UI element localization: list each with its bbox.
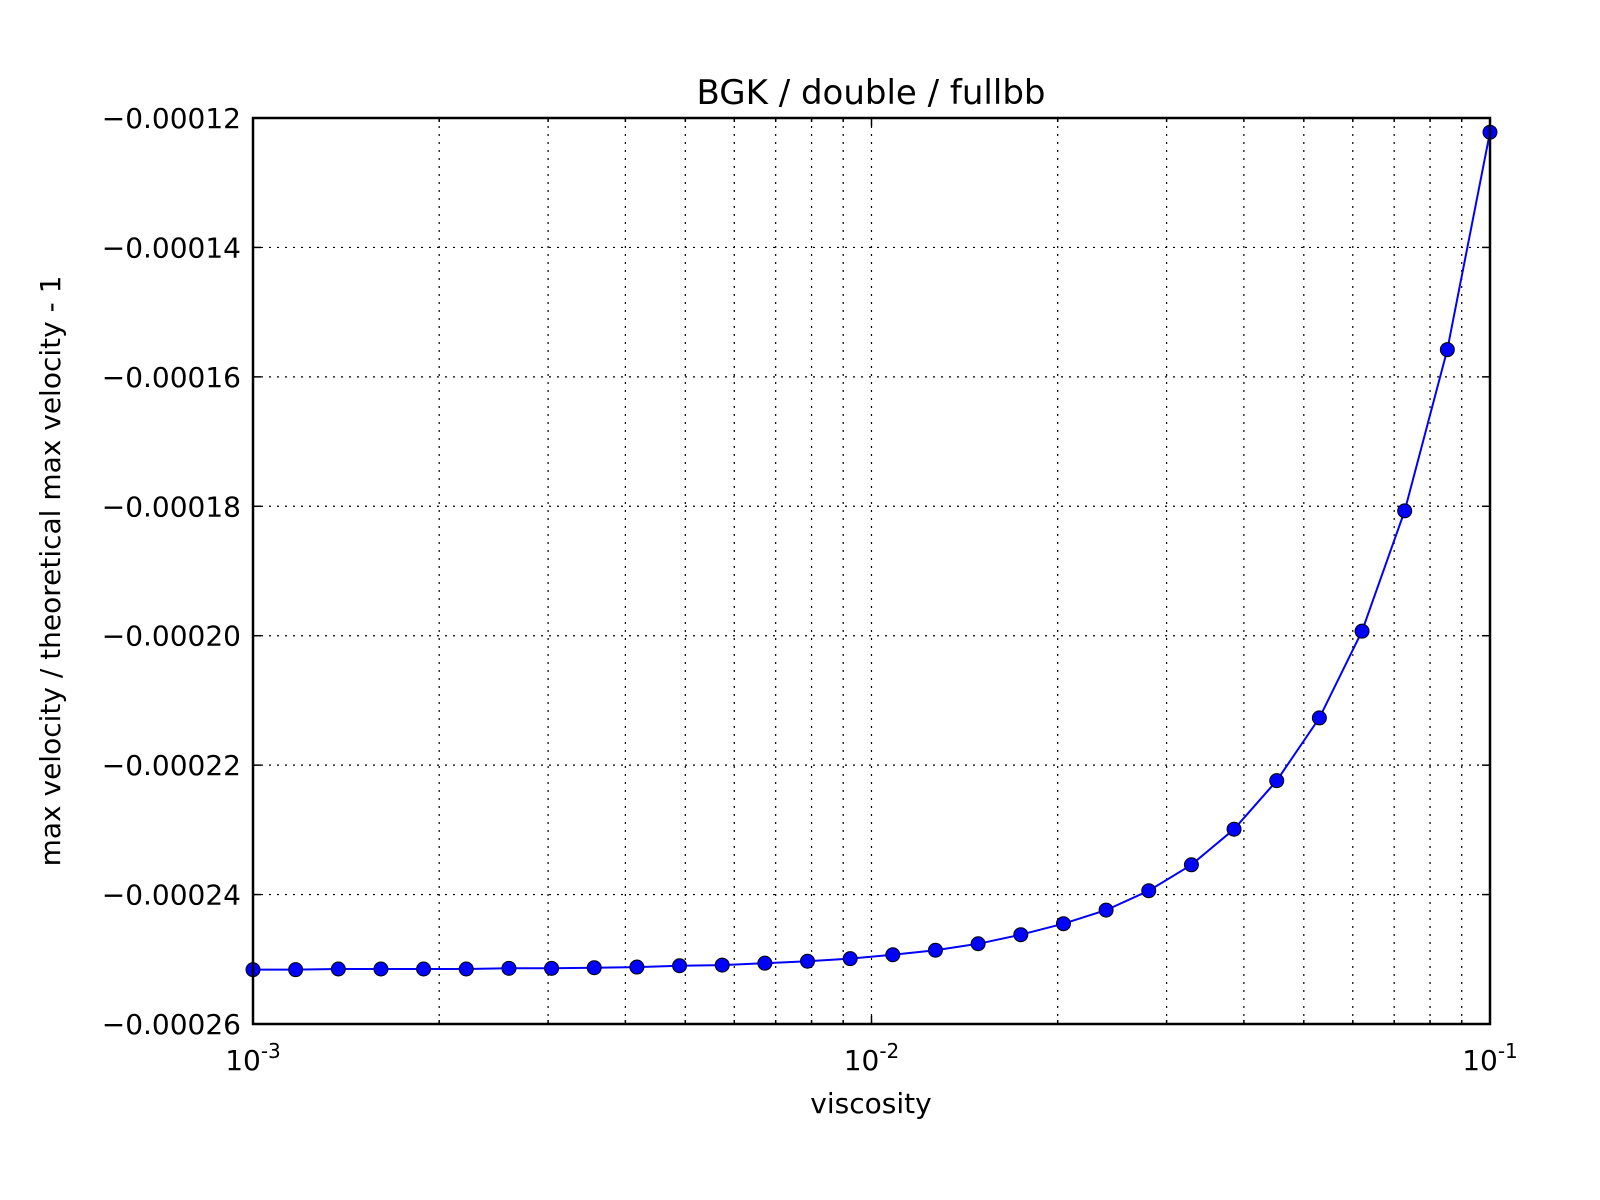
data-point xyxy=(586,960,602,976)
data-point xyxy=(1226,821,1242,837)
y-tick-label: −0.00026 xyxy=(102,1008,241,1041)
data-point xyxy=(1055,916,1071,932)
data-point xyxy=(927,942,943,958)
x-tick-label-base: 10 xyxy=(1462,1044,1498,1077)
data-point xyxy=(1311,710,1327,726)
data-point xyxy=(800,953,816,969)
y-tick-label: −0.00014 xyxy=(102,231,241,264)
y-tick-label: −0.00018 xyxy=(102,490,241,523)
data-point xyxy=(544,960,560,976)
x-tick-label-exponent: -3 xyxy=(261,1039,281,1063)
data-point xyxy=(1141,883,1157,899)
x-tick-label-base: 10 xyxy=(844,1044,880,1077)
data-point xyxy=(757,955,773,971)
y-tick-label: −0.00024 xyxy=(102,879,241,912)
data-point xyxy=(1269,773,1285,789)
data-point xyxy=(714,957,730,973)
data-point xyxy=(373,961,389,977)
y-axis-title: max velocity / theoretical max velocity … xyxy=(34,276,67,867)
data-point xyxy=(885,947,901,963)
data-point xyxy=(501,960,517,976)
y-tick-label: −0.00020 xyxy=(102,620,241,653)
x-axis-title: viscosity xyxy=(810,1087,931,1120)
data-point xyxy=(1354,623,1370,639)
x-tick-label-exponent: -1 xyxy=(1498,1039,1518,1063)
data-point xyxy=(416,961,432,977)
data-point xyxy=(330,961,346,977)
data-point xyxy=(1397,503,1413,519)
data-point xyxy=(672,958,688,974)
data-point xyxy=(970,936,986,952)
x-tick-label: 10-2 xyxy=(844,1039,900,1077)
data-point xyxy=(1013,927,1029,943)
data-point xyxy=(842,951,858,967)
x-tick-label: 10-3 xyxy=(225,1039,281,1077)
axis-ticks: 10-3 10-2 10-1−0.00012−0.00014−0.00016−0.0… xyxy=(102,102,1518,1077)
series-layer xyxy=(245,124,1498,978)
x-tick-label: 10-1 xyxy=(1462,1039,1518,1077)
data-point xyxy=(458,961,474,977)
chart-title: BGK / double / fullbb xyxy=(697,73,1046,113)
data-point xyxy=(1183,857,1199,873)
y-tick-label: −0.00016 xyxy=(102,361,241,394)
data-point xyxy=(1098,902,1114,918)
data-point xyxy=(288,962,304,978)
y-tick-label: −0.00012 xyxy=(102,102,241,135)
x-tick-label-exponent: -2 xyxy=(879,1039,899,1063)
data-point xyxy=(629,959,645,975)
x-tick-label-base: 10 xyxy=(225,1044,261,1077)
data-point xyxy=(1439,342,1455,358)
y-tick-label: −0.00022 xyxy=(102,749,241,782)
